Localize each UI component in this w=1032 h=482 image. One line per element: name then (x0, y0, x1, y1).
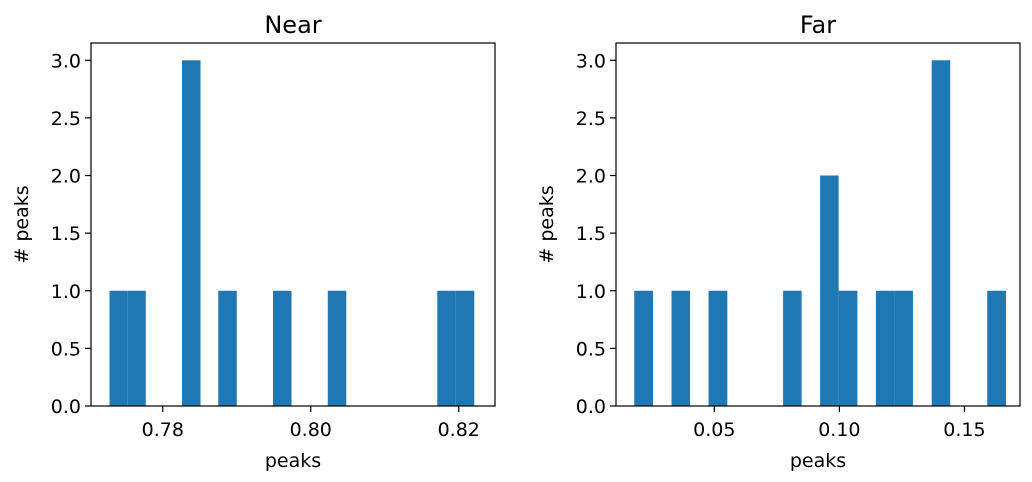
histogram-bar (182, 60, 201, 406)
histogram-bar (437, 290, 456, 406)
histogram-bar (875, 290, 895, 406)
y-tick-label: 1.0 (576, 281, 606, 303)
y-tick-label: 2.5 (576, 108, 606, 130)
histogram-bar (218, 290, 237, 406)
y-tick-label: 0.5 (51, 338, 81, 360)
y-tick-label: 0.5 (576, 338, 606, 360)
histogram-bar (634, 290, 654, 406)
histogram-bar (820, 175, 839, 406)
chart-title: Far (800, 11, 836, 39)
histogram-bar (987, 290, 1006, 406)
y-tick-label: 2.0 (51, 166, 81, 188)
x-tick-label: 0.05 (693, 419, 735, 441)
chart-title: Near (264, 11, 321, 39)
y-tick-label: 2.0 (576, 166, 606, 188)
x-tick-label: 0.78 (142, 419, 184, 441)
y-tick-label: 1.5 (576, 223, 606, 245)
y-axis-label: # peaks (536, 185, 558, 263)
histogram-bar (708, 290, 728, 406)
y-tick-label: 3.0 (576, 50, 606, 72)
histogram-bar (838, 290, 858, 406)
histogram-bar (894, 290, 913, 406)
x-tick-label: 0.80 (290, 419, 332, 441)
y-tick-label: 0.0 (51, 396, 81, 418)
subplot-far: 0.0 0.5 1.0 1.5 2.0 2.5 3.0 0.05 0.10 0.15 Far peak… (536, 11, 1021, 472)
plot-frame (90, 42, 496, 407)
y-tick-label: 0.0 (576, 396, 606, 418)
plot-frame (615, 42, 1021, 407)
y-tick-label: 1.5 (51, 223, 81, 245)
histogram-bar (783, 290, 802, 406)
histogram-bar (109, 290, 128, 406)
histogram-bar (455, 290, 475, 406)
histogram-bar (327, 290, 347, 406)
x-axis-label: peaks (790, 450, 846, 472)
x-axis-label: peaks (265, 450, 321, 472)
y-tick-label: 2.5 (51, 108, 81, 130)
subplot-near: 0.0 0.5 1.0 1.5 2.0 2.5 3.0 0.78 0.80 0.82 Near pea… (11, 11, 496, 472)
x-tick-label: 0.82 (438, 419, 480, 441)
histogram-bar (671, 290, 691, 406)
histogram-bar (273, 290, 292, 406)
x-tick-label: 0.10 (818, 419, 860, 441)
y-tick-label: 1.0 (51, 281, 81, 303)
histogram-bar (931, 60, 951, 406)
x-tick-label: 0.15 (943, 419, 985, 441)
y-axis-label: # peaks (11, 185, 33, 263)
histogram-bar (127, 290, 146, 406)
y-tick-label: 3.0 (51, 50, 81, 72)
